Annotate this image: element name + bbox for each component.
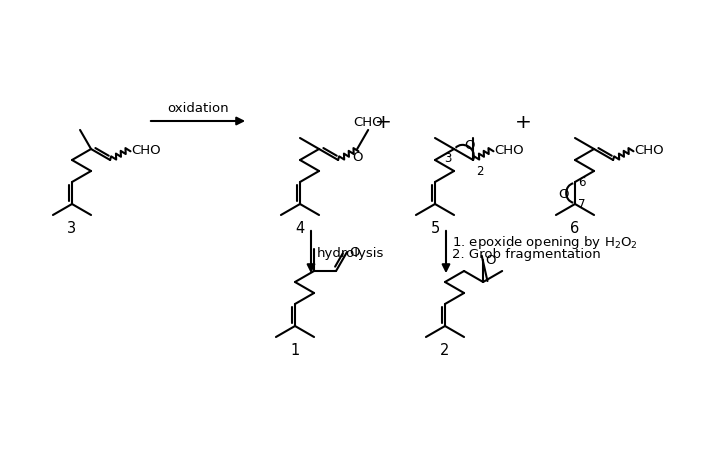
Text: oxidation: oxidation bbox=[167, 102, 229, 115]
Text: 6: 6 bbox=[570, 221, 580, 235]
Text: CHO: CHO bbox=[494, 143, 523, 156]
Text: O: O bbox=[349, 246, 359, 259]
Text: 7: 7 bbox=[578, 198, 585, 211]
Text: 2: 2 bbox=[476, 165, 484, 178]
Text: 1. epoxide opening by H$_2$O$_2$: 1. epoxide opening by H$_2$O$_2$ bbox=[452, 234, 638, 250]
Text: 4: 4 bbox=[295, 221, 305, 235]
Text: 3: 3 bbox=[68, 221, 76, 235]
Text: 1: 1 bbox=[290, 342, 300, 357]
Text: O: O bbox=[558, 187, 569, 200]
Text: O: O bbox=[464, 138, 475, 151]
Text: 2. Grob fragmentation: 2. Grob fragmentation bbox=[452, 248, 600, 260]
Text: +: + bbox=[374, 112, 392, 131]
Text: +: + bbox=[515, 112, 531, 131]
Text: CHO: CHO bbox=[634, 143, 664, 156]
Text: CHO: CHO bbox=[354, 116, 383, 129]
Text: O: O bbox=[485, 254, 495, 267]
Text: CHO: CHO bbox=[131, 143, 161, 156]
Text: 3: 3 bbox=[444, 152, 451, 165]
Text: O: O bbox=[352, 151, 362, 164]
Text: hydrolysis: hydrolysis bbox=[317, 246, 384, 259]
Text: 5: 5 bbox=[431, 221, 440, 235]
Text: 2: 2 bbox=[441, 342, 450, 357]
Text: 6: 6 bbox=[578, 176, 585, 189]
